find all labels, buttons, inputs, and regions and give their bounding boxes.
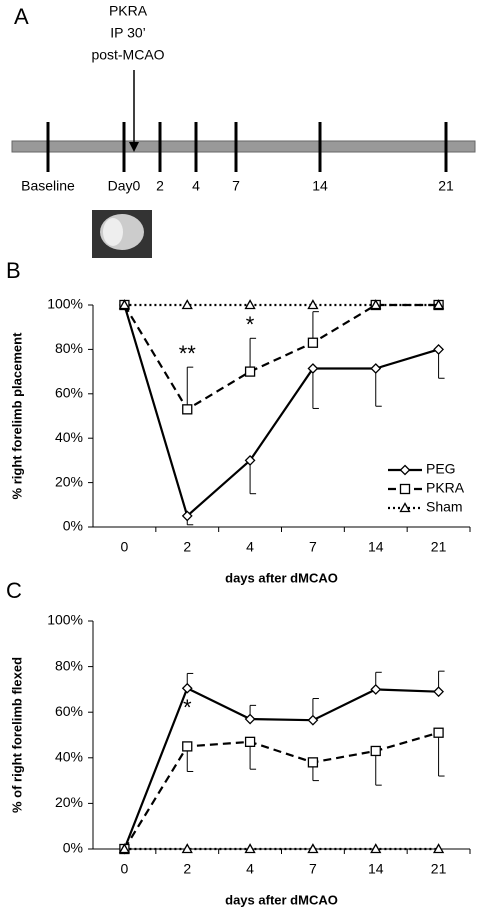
y-axis-label: % of right forelimb flexed	[9, 657, 24, 813]
timeline-label: 7	[232, 178, 240, 194]
x-axis-label: days after dMCAO	[225, 892, 338, 907]
marker	[307, 757, 319, 768]
marker	[433, 686, 445, 698]
marker	[181, 682, 193, 694]
y-tick-label: 0%	[63, 518, 83, 534]
annotation: *	[183, 695, 192, 720]
marker	[182, 741, 193, 752]
marker	[433, 343, 445, 355]
marker	[181, 510, 193, 522]
x-tick-label: 4	[246, 539, 254, 555]
marker	[399, 483, 411, 495]
marker	[370, 299, 382, 310]
series-line	[123, 686, 439, 850]
y-tick-label: 40%	[55, 429, 83, 445]
legend-label: PKRA	[426, 480, 465, 496]
marker	[307, 363, 319, 374]
marker	[181, 843, 193, 854]
x-tick-label: 14	[368, 861, 384, 877]
marker	[432, 843, 445, 854]
timeline-label: 4	[192, 178, 200, 194]
y-axis-label: % right forelimb placement	[9, 332, 24, 500]
timeline-label: 2	[156, 178, 164, 194]
marker	[244, 299, 256, 310]
brain-image	[103, 218, 123, 246]
timeline-label: 14	[312, 178, 328, 194]
marker	[307, 299, 319, 310]
annotation: **	[179, 341, 197, 366]
timeline-label: Baseline	[21, 178, 75, 194]
annotation: post-MCAO	[91, 47, 164, 63]
marker	[370, 745, 381, 757]
marker	[370, 683, 382, 695]
legend-label: PEG	[426, 461, 456, 477]
x-tick-label: 21	[431, 861, 447, 877]
y-tick-label: 20%	[55, 473, 83, 489]
annotation: IP 30’	[110, 25, 146, 41]
panel-label: A	[14, 4, 29, 29]
marker	[118, 299, 131, 310]
marker	[432, 299, 445, 310]
y-tick-label: 80%	[55, 340, 83, 356]
marker	[244, 843, 256, 854]
y-tick-label: 100%	[47, 296, 83, 312]
x-tick-label: 0	[121, 861, 129, 877]
marker	[307, 714, 319, 726]
y-tick-label: 80%	[55, 657, 83, 673]
x-tick-label: 14	[368, 539, 384, 555]
timeline-label: Day0	[108, 178, 141, 194]
series-line	[123, 303, 439, 411]
panel-label: C	[6, 578, 22, 603]
x-tick-label: 2	[183, 861, 191, 877]
marker	[433, 727, 444, 738]
x-axis-label: days after dMCAO	[225, 570, 338, 585]
marker	[307, 337, 319, 348]
x-tick-label: 7	[309, 539, 317, 555]
y-tick-label: 100%	[47, 612, 83, 628]
marker	[370, 843, 382, 854]
marker	[399, 502, 411, 513]
x-tick-label: 2	[183, 539, 191, 555]
marker	[244, 454, 256, 466]
marker	[370, 363, 382, 374]
panel-label: B	[6, 258, 21, 283]
y-tick-label: 60%	[55, 703, 83, 719]
timeline-label: 21	[438, 178, 454, 194]
timeline: Baseline Day0 2 4 7 14 21	[21, 122, 454, 194]
annotation: *	[246, 312, 255, 337]
marker	[244, 713, 256, 725]
legend-label: Sham	[426, 499, 463, 515]
x-tick-label: 0	[121, 539, 129, 555]
y-tick-label: 0%	[63, 840, 83, 856]
x-tick-label: 7	[309, 861, 317, 877]
marker	[307, 843, 319, 854]
y-tick-label: 40%	[55, 749, 83, 765]
marker	[244, 736, 256, 747]
x-tick-label: 4	[246, 861, 254, 877]
marker	[399, 464, 411, 476]
marker	[182, 404, 193, 415]
marker	[181, 299, 193, 310]
arrow-head	[129, 142, 139, 152]
annotation: PKRA	[109, 3, 148, 19]
x-tick-label: 21	[431, 539, 447, 555]
series-line	[123, 731, 439, 850]
series-line	[123, 304, 439, 518]
y-tick-label: 20%	[55, 794, 83, 810]
marker	[244, 366, 256, 377]
marker	[118, 843, 131, 854]
timeline-bar	[11, 140, 476, 153]
y-tick-label: 60%	[55, 385, 83, 401]
